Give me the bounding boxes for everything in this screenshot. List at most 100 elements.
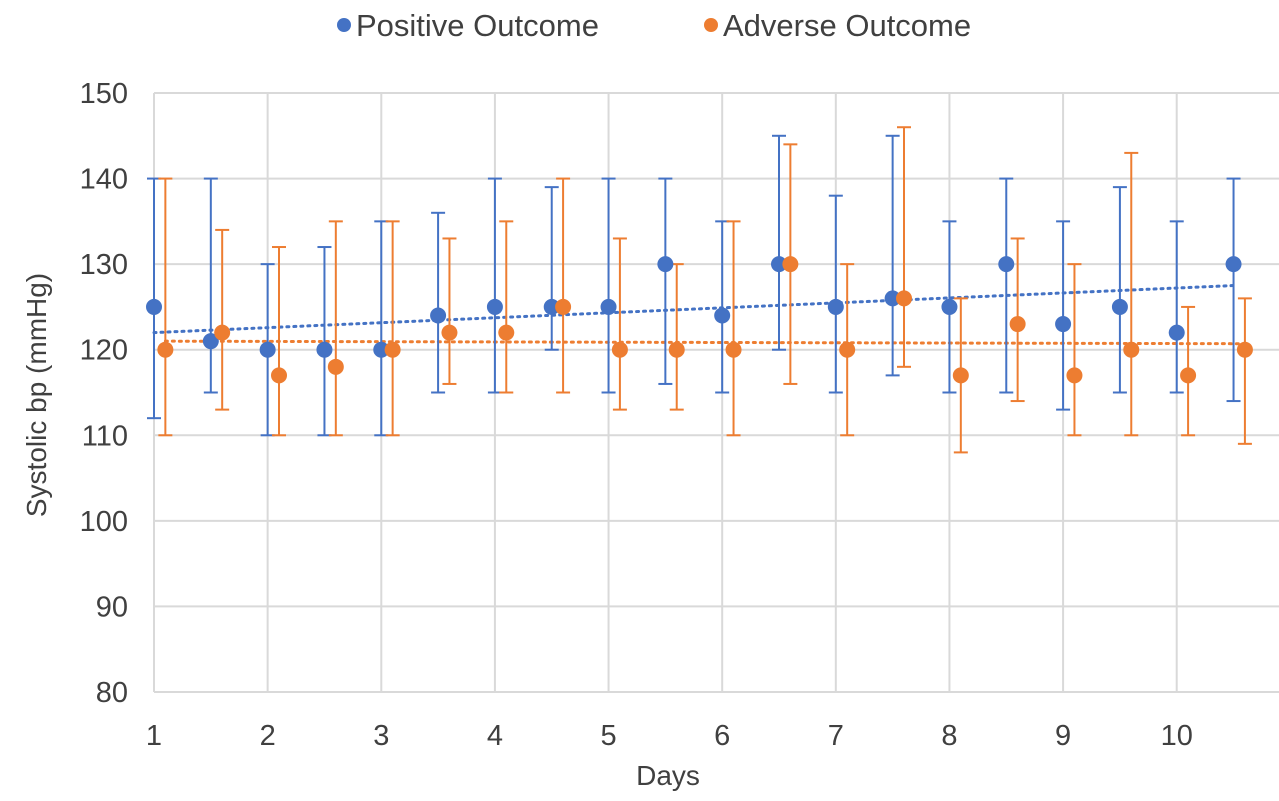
point-adverse-6 — [441, 324, 458, 341]
y-tick-label-110: 110 — [82, 420, 128, 452]
point-positive-11 — [714, 307, 731, 324]
point-adverse-16 — [1009, 316, 1026, 333]
point-positive-2 — [202, 333, 219, 350]
error-bar-positive-14 — [885, 134, 900, 377]
error-bar-positive-10 — [658, 177, 673, 385]
error-bar-positive-2 — [203, 177, 218, 394]
point-positive-9 — [600, 298, 617, 315]
error-bar-positive-18 — [1112, 186, 1127, 394]
trendline-positive — [152, 284, 1236, 335]
error-bar-positive-17 — [1056, 220, 1071, 411]
error-bar-adverse-10 — [669, 263, 684, 411]
error-bar-positive-12 — [772, 134, 786, 351]
y-tick-label-150: 150 — [80, 78, 128, 110]
error-bar-adverse-3 — [272, 246, 286, 437]
error-bars — [147, 126, 1252, 454]
error-bar-adverse-1 — [158, 177, 173, 437]
point-adverse-1 — [157, 341, 174, 358]
legend-marker-adverse — [704, 18, 718, 32]
error-bar-positive-8 — [544, 186, 559, 351]
point-positive-1 — [146, 298, 162, 315]
point-positive-16 — [998, 256, 1015, 273]
error-bar-adverse-17 — [1067, 263, 1082, 437]
error-bar-adverse-7 — [499, 220, 514, 394]
legend-marker-positive — [337, 18, 351, 32]
x-tick-label-4: 4 — [487, 720, 503, 752]
error-bar-adverse-6 — [442, 237, 457, 385]
error-bar-adverse-20 — [1237, 297, 1252, 445]
data-points — [146, 256, 1253, 384]
y-tick-label-130: 130 — [80, 249, 128, 281]
error-bar-positive-9 — [601, 177, 616, 394]
x-tick-label-2: 2 — [260, 720, 276, 752]
x-axis-title: Days — [636, 760, 700, 791]
error-bar-positive-13 — [828, 194, 843, 394]
error-bar-adverse-4 — [328, 220, 343, 437]
point-adverse-20 — [1236, 341, 1253, 358]
point-positive-17 — [1055, 316, 1072, 333]
point-adverse-8 — [555, 298, 572, 315]
y-tick-label-140: 140 — [80, 164, 128, 196]
x-tick-label-1: 1 — [146, 720, 162, 752]
point-adverse-11 — [725, 341, 742, 358]
point-positive-4 — [316, 341, 333, 358]
x-tick-label-3: 3 — [373, 720, 389, 752]
point-positive-12 — [771, 256, 787, 273]
point-adverse-13 — [839, 341, 856, 358]
y-tick-label-90: 90 — [96, 591, 128, 623]
error-bar-adverse-8 — [556, 177, 571, 394]
point-positive-15 — [941, 298, 958, 315]
error-bar-adverse-9 — [612, 237, 627, 411]
y-tick-label-100: 100 — [80, 506, 128, 538]
y-tick-label-120: 120 — [80, 335, 128, 367]
point-adverse-18 — [1123, 341, 1140, 358]
y-tick-labels: 80 90 100 110 120 130 140 150 — [80, 78, 128, 709]
error-bar-positive-5 — [374, 220, 389, 437]
error-bar-adverse-5 — [385, 220, 400, 437]
point-positive-10 — [657, 256, 674, 273]
x-tick-label-5: 5 — [600, 720, 616, 752]
error-bar-positive-16 — [999, 177, 1014, 394]
point-adverse-10 — [668, 341, 685, 358]
error-bar-positive-6 — [431, 211, 446, 394]
x-tick-label-6: 6 — [714, 720, 730, 752]
point-adverse-9 — [611, 341, 628, 358]
point-adverse-4 — [327, 358, 344, 375]
point-adverse-19 — [1180, 367, 1197, 384]
point-positive-20 — [1225, 256, 1242, 273]
trendlines — [152, 284, 1247, 346]
point-adverse-7 — [498, 324, 515, 341]
error-bar-positive-1 — [147, 177, 161, 420]
trendline-adverse — [163, 339, 1247, 346]
point-adverse-5 — [384, 341, 401, 358]
error-bar-adverse-14 — [897, 126, 911, 368]
point-adverse-12 — [782, 256, 799, 273]
point-positive-14 — [884, 290, 901, 307]
legend-label-positive: Positive Outcome — [356, 8, 599, 43]
error-bar-positive-7 — [487, 177, 502, 394]
error-bar-positive-19 — [1169, 220, 1184, 394]
point-positive-3 — [259, 341, 276, 358]
error-bar-adverse-18 — [1124, 151, 1139, 437]
y-tick-label-80: 80 — [96, 677, 128, 709]
point-positive-7 — [486, 298, 503, 315]
x-tick-label-9: 9 — [1055, 720, 1071, 752]
point-adverse-2 — [214, 324, 231, 341]
point-positive-13 — [827, 298, 844, 315]
point-adverse-14 — [896, 290, 912, 307]
point-positive-19 — [1168, 324, 1185, 341]
point-positive-6 — [430, 307, 447, 324]
point-adverse-17 — [1066, 367, 1083, 384]
point-adverse-3 — [271, 367, 287, 384]
error-bar-adverse-11 — [726, 220, 741, 437]
y-axis-title: Systolic bp (mmHg) — [21, 273, 52, 517]
point-positive-8 — [543, 298, 560, 315]
x-tick-label-7: 7 — [828, 720, 844, 752]
x-tick-label-8: 8 — [941, 720, 957, 752]
point-adverse-15 — [952, 367, 969, 384]
x-tick-label-10: 10 — [1161, 720, 1193, 752]
error-bar-positive-20 — [1226, 177, 1241, 403]
error-bar-adverse-2 — [215, 228, 230, 411]
x-tick-labels: 1 2 3 4 5 6 7 8 9 10 — [146, 720, 1193, 752]
